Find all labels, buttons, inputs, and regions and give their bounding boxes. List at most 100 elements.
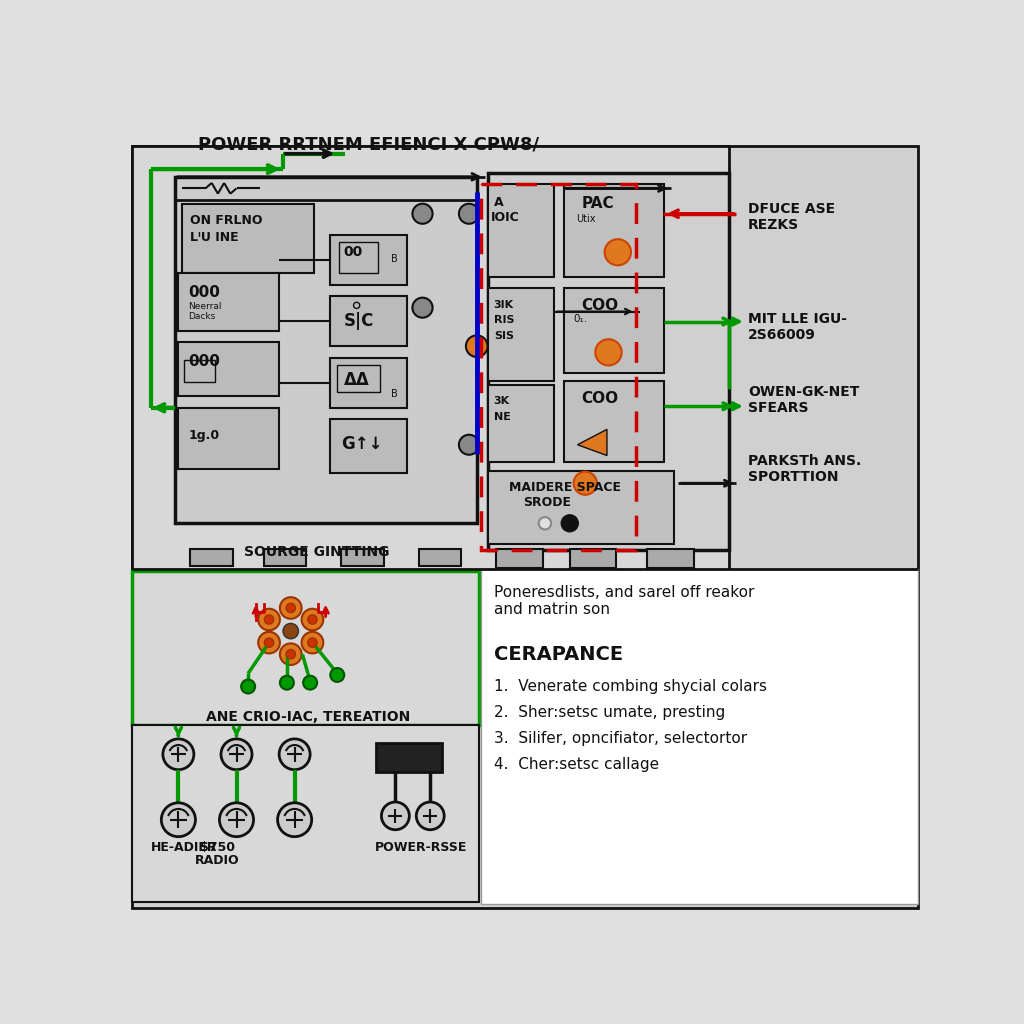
Text: POWER-RSSE: POWER-RSSE [375,841,467,854]
Bar [563,184,665,276]
Circle shape [308,638,317,647]
Text: SOURGE GINTTING: SOURGE GINTTING [245,545,390,559]
Circle shape [286,649,295,658]
Text: 000: 000 [188,354,220,369]
Text: PAC: PAC [582,196,614,211]
Circle shape [302,632,324,653]
Circle shape [283,624,299,639]
Text: OWEN-GK-NET
SFEARS: OWEN-GK-NET SFEARS [748,385,859,415]
Bar [647,549,693,568]
Bar [330,357,407,408]
Circle shape [280,676,294,689]
Text: 2.  Sher:setsc umate, presting: 2. Sher:setsc umate, presting [494,705,725,720]
Text: CERAPANCE: CERAPANCE [494,645,623,664]
Bar [376,742,442,772]
Text: Utix: Utix [575,214,595,223]
Text: NE: NE [494,412,511,422]
Text: Poneresdlists, and sarel off reakor
and matrin son: Poneresdlists, and sarel off reakor and … [494,585,754,617]
Circle shape [221,739,252,770]
Bar [132,725,479,902]
Circle shape [162,803,196,837]
Circle shape [561,515,579,531]
Text: HE-ADIER: HE-ADIER [152,841,218,854]
Bar [132,146,729,573]
Bar [569,549,616,568]
Circle shape [241,680,255,693]
Bar [488,471,675,544]
Circle shape [286,603,295,612]
Bar [132,571,479,725]
Polygon shape [578,429,607,456]
Text: A: A [494,196,504,209]
Text: RIS: RIS [494,315,514,326]
Circle shape [278,803,311,837]
Bar [174,177,477,523]
Bar [341,549,384,565]
Circle shape [280,597,302,618]
Bar [496,549,543,568]
Text: 3.  Silifer, opncifiator, selectortor: 3. Silifer, opncifiator, selectortor [494,731,746,746]
Circle shape [264,614,273,625]
Circle shape [413,204,432,224]
Text: ANE CRIO-IAC, TEREATION: ANE CRIO-IAC, TEREATION [206,710,410,724]
Circle shape [413,298,432,317]
Text: ΔΔ: ΔΔ [343,371,370,389]
Bar [330,234,407,285]
Circle shape [604,240,631,265]
Text: B: B [391,254,398,264]
Text: 1g.0: 1g.0 [188,429,219,442]
Circle shape [539,517,551,529]
Bar [330,296,407,346]
Circle shape [595,339,622,366]
Circle shape [258,632,280,653]
Text: POWER RRTNEM EFIENCI X CPW8/: POWER RRTNEM EFIENCI X CPW8/ [198,135,539,154]
Circle shape [417,802,444,829]
Bar [339,243,378,273]
Text: LᴵU INE: LᴵU INE [190,230,239,244]
Text: ON FRLNO: ON FRLNO [190,214,262,226]
Circle shape [258,608,280,631]
Text: PARKSTh ANS.
SPORTTION: PARKSTh ANS. SPORTTION [748,454,861,484]
Text: S|C: S|C [343,311,374,330]
Bar [480,569,918,903]
Circle shape [573,472,597,495]
Circle shape [459,435,479,455]
Text: 000: 000 [188,285,220,300]
Circle shape [466,336,487,357]
Bar [190,549,232,565]
Text: G↑↓: G↑↓ [341,435,383,453]
Bar [183,360,215,382]
Text: MIT LLE IGU-
2S66009: MIT LLE IGU- 2S66009 [748,311,847,342]
Circle shape [163,739,194,770]
Bar [480,184,636,550]
Bar [178,342,280,396]
Bar [488,184,554,276]
Text: B: B [391,388,398,398]
Bar [488,385,554,462]
Text: COO: COO [582,298,618,313]
Text: 4.  Cher:setsc callage: 4. Cher:setsc callage [494,758,658,772]
Text: COO: COO [582,391,618,406]
Text: DFUCE ASE
REZKS: DFUCE ASE REZKS [748,202,836,232]
Text: MAIDERE SPACE: MAIDERE SPACE [509,481,622,494]
Bar [182,204,314,273]
Text: 3K: 3K [494,396,510,407]
Circle shape [381,802,410,829]
Circle shape [264,638,273,647]
Circle shape [280,643,302,665]
Bar [419,549,461,565]
Text: 3IK: 3IK [494,300,514,310]
Bar [488,289,554,381]
Bar [178,273,280,331]
Circle shape [280,739,310,770]
Text: 0₁.: 0₁. [573,313,588,324]
Text: 1.  Venerate combing shycial colars: 1. Venerate combing shycial colars [494,679,767,694]
Bar [263,549,306,565]
Circle shape [331,668,344,682]
Bar [178,408,280,469]
Bar [337,366,380,392]
Circle shape [219,803,254,837]
Circle shape [459,204,479,224]
Bar [330,420,407,473]
Bar [488,173,729,550]
